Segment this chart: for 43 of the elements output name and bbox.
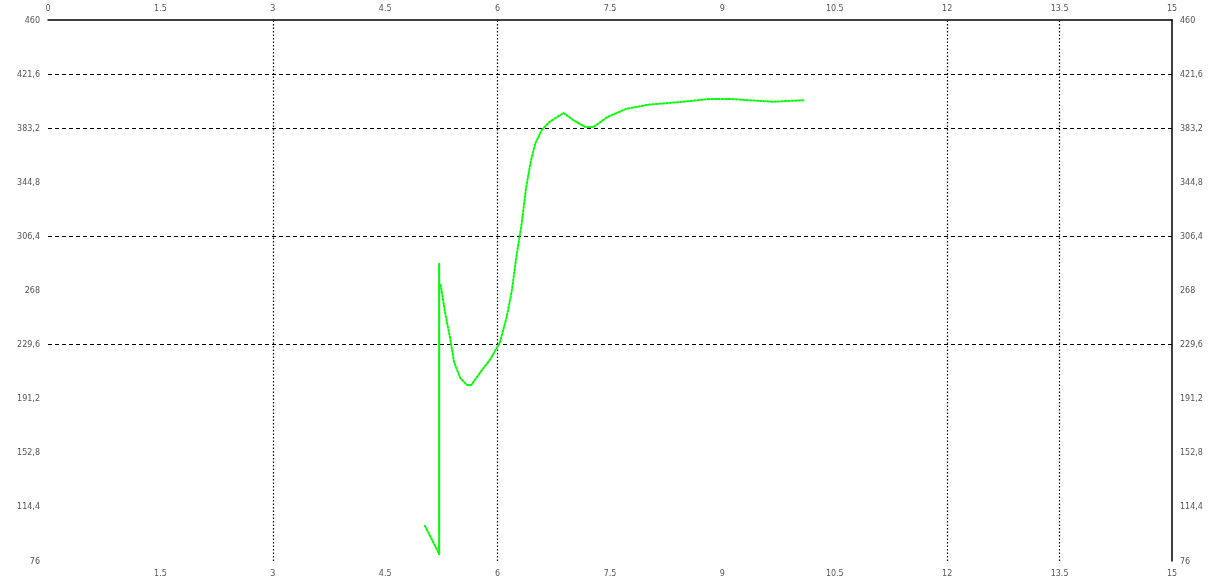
x2-tick-label: 13.5 [1050,3,1069,13]
y2-tick-label: 191,2 [1180,394,1203,404]
x-tick-label: 1.5 [154,568,167,577]
x2-tick-label: 6 [495,3,501,13]
y-tick-label: 114,4 [17,502,40,512]
x-tick-label: 13.5 [1050,568,1069,577]
y2-tick-label: 76 [1180,556,1191,566]
y-tick-label: 76 [29,556,40,566]
y2-tick-label: 268 [1180,286,1196,295]
y-tick-label: 344,8 [17,177,40,187]
y2-tick-label: 152,8 [1180,448,1203,458]
x2-tick-label: 12 [942,3,953,13]
y2-tick-label: 421,6 [1180,69,1203,79]
x-tick-label: 6 [495,568,501,577]
x2-tick-label: 3 [270,3,276,13]
x-tick-label: 9 [719,568,725,577]
y-tick-label: 460 [24,15,40,25]
y-tick-label: 152,8 [17,448,40,458]
x2-tick-label: 15 [1166,3,1178,13]
x-tick-label: 3 [270,568,276,577]
x2-tick-label: 10.5 [825,3,844,13]
x2-tick-label: 0 [45,3,51,13]
y-tick-label: 229,6 [17,340,40,350]
y-tick-label: 191,2 [17,394,40,404]
y2-tick-label: 114,4 [1180,502,1203,512]
y2-tick-label: 229,6 [1180,340,1203,350]
x2-tick-label: 1.5 [154,3,167,13]
y2-tick-label: 344,8 [1180,177,1203,187]
x2-tick-label: 7.5 [603,3,617,13]
x-tick-label: 10.5 [825,568,844,577]
x-tick-label: 4.5 [378,568,392,577]
x-tick-label: 12 [942,568,953,577]
y2-tick-label: 383,2 [1180,123,1203,133]
x2-tick-label: 9 [719,3,725,13]
y-tick-label: 383,2 [17,123,40,133]
y-tick-label: 268 [24,286,40,295]
y2-tick-label: 460 [1180,15,1196,25]
x-tick-label: 7.5 [603,568,617,577]
x-tick-label: 15 [1166,568,1178,577]
y-tick-label: 306,4 [17,231,40,241]
x2-tick-label: 4.5 [378,3,392,13]
y2-tick-label: 306,4 [1180,231,1203,241]
y-tick-label: 421,6 [17,69,40,79]
